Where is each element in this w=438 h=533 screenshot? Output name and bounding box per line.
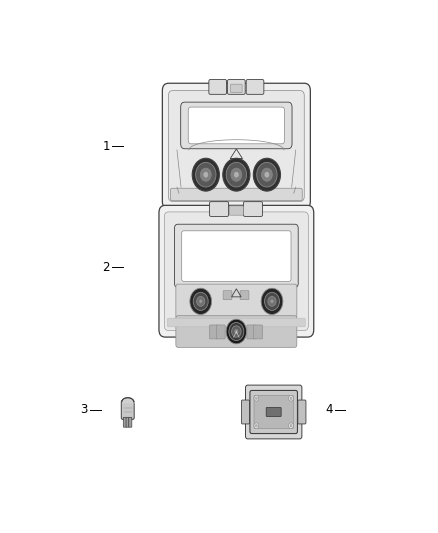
Circle shape <box>290 397 292 399</box>
FancyBboxPatch shape <box>240 290 249 300</box>
FancyBboxPatch shape <box>241 400 250 424</box>
Circle shape <box>231 168 242 181</box>
FancyBboxPatch shape <box>246 79 264 94</box>
Circle shape <box>192 158 219 191</box>
Circle shape <box>200 168 211 181</box>
FancyBboxPatch shape <box>254 395 293 429</box>
FancyBboxPatch shape <box>167 318 305 327</box>
FancyBboxPatch shape <box>216 325 225 339</box>
FancyBboxPatch shape <box>298 400 306 424</box>
Circle shape <box>290 424 292 427</box>
Text: 2: 2 <box>102 261 110 273</box>
FancyBboxPatch shape <box>188 107 284 144</box>
Circle shape <box>253 158 280 191</box>
FancyBboxPatch shape <box>124 417 127 427</box>
FancyBboxPatch shape <box>223 290 232 300</box>
Circle shape <box>229 322 244 341</box>
Circle shape <box>226 163 247 187</box>
FancyBboxPatch shape <box>209 79 226 94</box>
FancyBboxPatch shape <box>244 201 262 216</box>
Circle shape <box>289 395 293 401</box>
Circle shape <box>199 300 202 303</box>
FancyBboxPatch shape <box>254 325 262 339</box>
Circle shape <box>289 423 293 429</box>
Circle shape <box>254 423 259 429</box>
Circle shape <box>235 329 238 334</box>
Text: 1: 1 <box>102 140 110 152</box>
Circle shape <box>204 172 208 177</box>
Circle shape <box>254 395 259 401</box>
FancyBboxPatch shape <box>182 231 291 281</box>
Circle shape <box>193 292 208 310</box>
FancyBboxPatch shape <box>250 391 297 433</box>
FancyBboxPatch shape <box>176 316 297 348</box>
FancyBboxPatch shape <box>126 417 129 427</box>
Circle shape <box>268 296 276 306</box>
FancyBboxPatch shape <box>209 201 229 216</box>
Circle shape <box>197 296 205 306</box>
FancyBboxPatch shape <box>129 417 132 427</box>
Circle shape <box>265 292 279 310</box>
FancyBboxPatch shape <box>227 79 245 94</box>
Circle shape <box>196 163 216 187</box>
Circle shape <box>255 424 258 427</box>
FancyBboxPatch shape <box>247 325 256 339</box>
FancyBboxPatch shape <box>181 102 292 149</box>
Circle shape <box>257 163 277 187</box>
Circle shape <box>261 168 272 181</box>
FancyBboxPatch shape <box>209 325 219 339</box>
FancyBboxPatch shape <box>176 284 297 319</box>
Circle shape <box>226 319 247 344</box>
Circle shape <box>261 288 283 314</box>
FancyBboxPatch shape <box>121 400 134 419</box>
FancyBboxPatch shape <box>266 407 281 416</box>
FancyBboxPatch shape <box>229 206 244 215</box>
Text: 4: 4 <box>325 403 332 416</box>
Circle shape <box>232 326 241 337</box>
FancyBboxPatch shape <box>164 212 308 330</box>
FancyBboxPatch shape <box>246 385 302 439</box>
FancyBboxPatch shape <box>169 91 304 201</box>
Circle shape <box>271 300 273 303</box>
Circle shape <box>234 172 238 177</box>
Circle shape <box>223 158 250 191</box>
FancyBboxPatch shape <box>230 84 242 93</box>
Text: 3: 3 <box>81 403 88 416</box>
Circle shape <box>265 172 269 177</box>
Circle shape <box>255 397 258 399</box>
FancyBboxPatch shape <box>170 188 302 200</box>
Circle shape <box>190 288 212 314</box>
FancyBboxPatch shape <box>159 205 314 337</box>
FancyBboxPatch shape <box>162 83 311 209</box>
FancyBboxPatch shape <box>174 224 298 287</box>
